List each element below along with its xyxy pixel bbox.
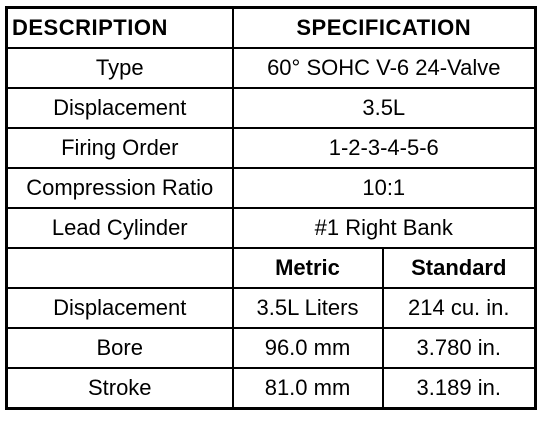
row-value: 60° SOHC V-6 24-Valve xyxy=(231,47,537,89)
row-value: #1 Right Bank xyxy=(231,207,537,249)
row-label: Type xyxy=(5,47,234,89)
table-row: Bore 96.0 mm 3.780 in. xyxy=(5,327,537,369)
units-header-metric: Metric xyxy=(231,247,384,289)
row-value: 1-2-3-4-5-6 xyxy=(231,127,537,169)
header-specification: SPECIFICATION xyxy=(231,6,537,49)
row-metric: 3.5L Liters xyxy=(231,287,384,329)
table-row: Lead Cylinder #1 Right Bank xyxy=(5,207,537,249)
row-label: Stroke xyxy=(5,367,234,410)
row-metric: 81.0 mm xyxy=(231,367,384,410)
table-row: Displacement 3.5L Liters 214 cu. in. xyxy=(5,287,537,329)
units-header-blank xyxy=(5,247,234,289)
table-row: Stroke 81.0 mm 3.189 in. xyxy=(5,367,537,410)
units-header-row: Metric Standard xyxy=(5,247,537,289)
row-label: Compression Ratio xyxy=(5,167,234,209)
row-label: Displacement xyxy=(5,287,234,329)
row-label: Firing Order xyxy=(5,127,234,169)
table-row: Compression Ratio 10:1 xyxy=(5,167,537,209)
engine-spec-table: DESCRIPTION SPECIFICATION Type 60° SOHC … xyxy=(5,6,538,410)
row-value: 3.5L xyxy=(231,87,537,129)
row-label: Bore xyxy=(5,327,234,369)
header-description: DESCRIPTION xyxy=(5,6,234,49)
row-metric: 96.0 mm xyxy=(231,327,384,369)
row-label: Lead Cylinder xyxy=(5,207,234,249)
table-row: Firing Order 1-2-3-4-5-6 xyxy=(5,127,537,169)
row-standard: 3.780 in. xyxy=(381,327,537,369)
table-row: Displacement 3.5L xyxy=(5,87,537,129)
units-header-standard: Standard xyxy=(381,247,537,289)
row-standard: 214 cu. in. xyxy=(381,287,537,329)
table-row: Type 60° SOHC V-6 24-Valve xyxy=(5,47,537,89)
row-value: 10:1 xyxy=(231,167,537,209)
row-standard: 3.189 in. xyxy=(381,367,537,410)
table-header-row: DESCRIPTION SPECIFICATION xyxy=(5,6,537,49)
row-label: Displacement xyxy=(5,87,234,129)
